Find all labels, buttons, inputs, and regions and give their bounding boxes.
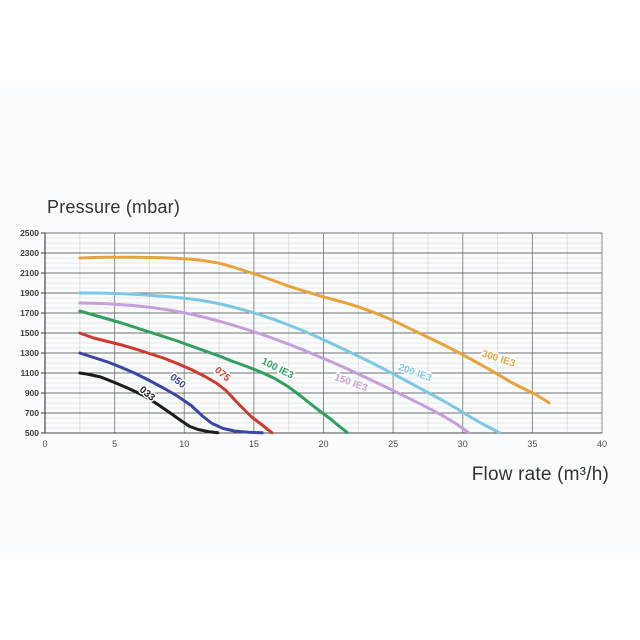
y-tick-label: 1900: [20, 288, 39, 298]
y-tick-label: 900: [25, 388, 39, 398]
x-tick-label: 15: [249, 439, 259, 449]
y-tick-label: 1300: [20, 348, 39, 358]
y-tick-label: 1100: [21, 368, 40, 378]
y-tick-label: 1700: [20, 308, 39, 318]
y-tick-label: 500: [25, 428, 39, 438]
x-tick-label: 5: [112, 439, 117, 449]
y-tick-label: 2500: [20, 228, 39, 238]
curve-200-ie3: [78, 291, 501, 434]
x-tick-label: 25: [388, 439, 398, 449]
curve-033: [78, 371, 220, 435]
curve-100-ie3: [78, 309, 349, 434]
x-axis-label: Flow rate (m³/h): [471, 464, 609, 485]
y-tick-label: 2300: [20, 248, 39, 258]
curve-300-ie3: [78, 255, 551, 405]
y-tick-label: 1500: [20, 328, 39, 338]
y-tick-label: 700: [25, 408, 39, 418]
chart-title: Pressure (mbar): [47, 197, 181, 217]
x-tick-label: 10: [179, 439, 189, 449]
curve-050: [78, 351, 264, 435]
curve-150-ie3: [78, 301, 470, 434]
y-tick-label: 2100: [20, 268, 39, 278]
x-tick-label: 0: [42, 439, 47, 449]
x-tick-label: 35: [527, 439, 537, 449]
curve-075: [78, 331, 274, 435]
x-tick-label: 40: [597, 439, 607, 449]
x-tick-label: 30: [458, 439, 468, 449]
x-tick-label: 20: [318, 439, 328, 449]
